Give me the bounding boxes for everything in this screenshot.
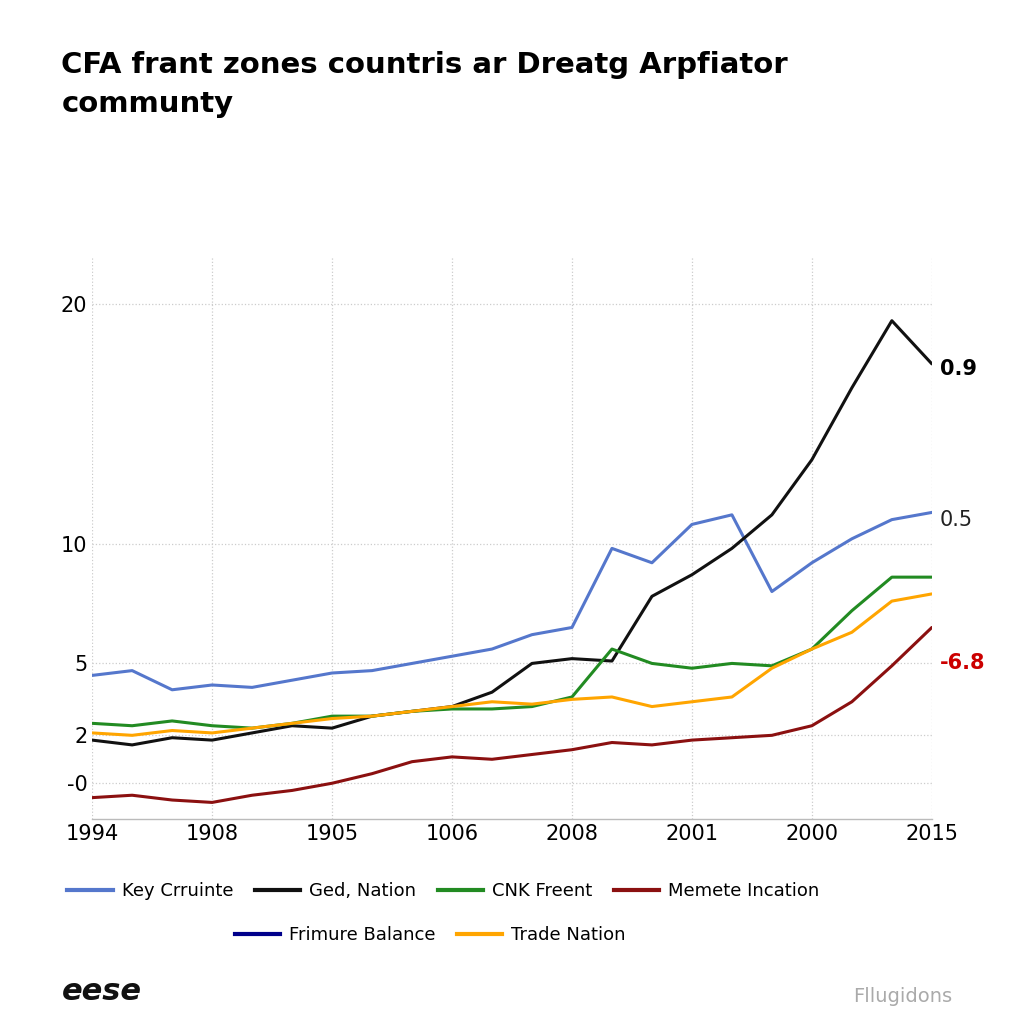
Legend: Frimure Balance, Trade Nation: Frimure Balance, Trade Nation (227, 919, 633, 951)
Text: eese: eese (61, 977, 141, 1006)
Text: 0.9: 0.9 (940, 358, 977, 379)
Text: 0.5: 0.5 (940, 510, 973, 529)
Legend: Key Crruinte, Ged, Nation, CNK Freent, Memete Incation: Key Crruinte, Ged, Nation, CNK Freent, M… (60, 874, 826, 907)
Text: Fllugidons: Fllugidons (853, 986, 952, 1006)
Text: -6.8: -6.8 (940, 653, 985, 674)
Text: CFA frant zones countris ar Dreatg Arpfiator
communty: CFA frant zones countris ar Dreatg Arpfi… (61, 51, 788, 118)
